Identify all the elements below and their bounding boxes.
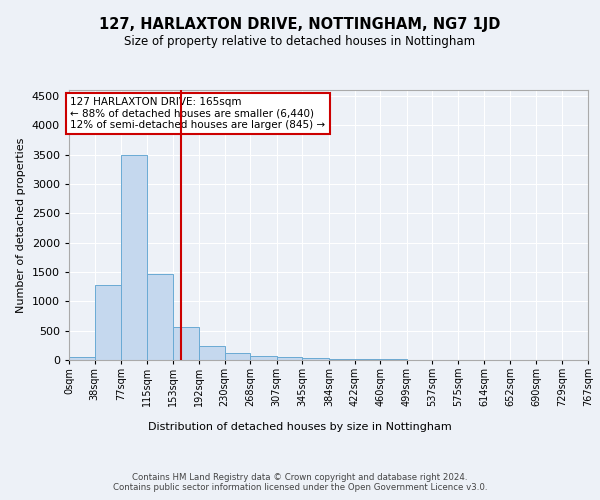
Text: Distribution of detached houses by size in Nottingham: Distribution of detached houses by size … [148, 422, 452, 432]
Bar [199, 346, 224, 360]
Bar [69, 357, 95, 360]
Bar [329, 359, 355, 360]
Y-axis label: Number of detached properties: Number of detached properties [16, 138, 26, 312]
Bar [173, 327, 199, 360]
Bar [224, 353, 250, 360]
Bar [277, 357, 302, 360]
Text: Contains HM Land Registry data © Crown copyright and database right 2024.
Contai: Contains HM Land Registry data © Crown c… [113, 472, 487, 492]
Bar [355, 359, 380, 360]
Text: Size of property relative to detached houses in Nottingham: Size of property relative to detached ho… [124, 35, 476, 48]
Bar [121, 154, 147, 360]
Bar [302, 358, 329, 360]
Bar [250, 356, 277, 360]
Text: 127, HARLAXTON DRIVE, NOTTINGHAM, NG7 1JD: 127, HARLAXTON DRIVE, NOTTINGHAM, NG7 1J… [100, 18, 500, 32]
Bar [147, 274, 173, 360]
Text: 127 HARLAXTON DRIVE: 165sqm
← 88% of detached houses are smaller (6,440)
12% of : 127 HARLAXTON DRIVE: 165sqm ← 88% of det… [70, 97, 325, 130]
Bar [95, 286, 121, 360]
